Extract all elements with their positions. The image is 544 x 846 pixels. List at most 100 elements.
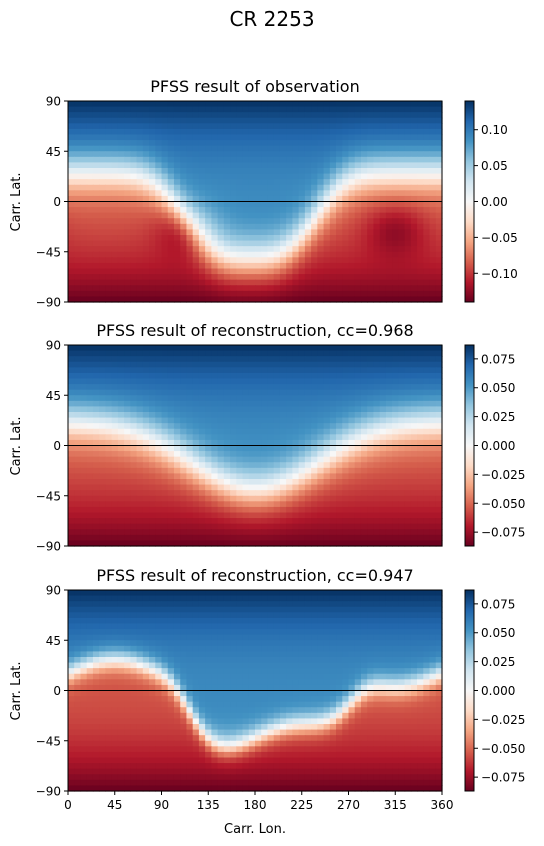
heatmap-cell [198, 428, 206, 435]
heatmap-cell [348, 612, 356, 619]
heatmap-cell [149, 296, 156, 303]
heatmap-cell [192, 640, 200, 647]
y-tick-label: −45 [36, 489, 61, 503]
heatmap-cell [317, 623, 325, 630]
heatmap-cell [279, 367, 287, 374]
heatmap-cell [286, 246, 293, 253]
heatmap-cell [86, 223, 94, 231]
heatmap-cell [410, 156, 418, 164]
heatmap-cell [167, 296, 175, 303]
heatmap-cell [367, 134, 375, 141]
heatmap-cell [255, 479, 262, 486]
heatmap-cell [404, 345, 412, 352]
heatmap-cell [255, 623, 262, 630]
heatmap-cell [161, 179, 169, 186]
heatmap-cell [248, 201, 256, 208]
heatmap-cell [173, 274, 181, 281]
heatmap-cell [248, 439, 256, 447]
heatmap-cell [211, 274, 219, 281]
heatmap-cell [286, 173, 293, 180]
heatmap-cell [198, 523, 206, 530]
heatmap-cell [286, 356, 293, 363]
heatmap-cell [279, 246, 287, 253]
heatmap-cell [130, 140, 138, 147]
heatmap-cell [348, 634, 356, 641]
heatmap-cell [329, 268, 337, 275]
heatmap-cell [404, 134, 412, 141]
heatmap-cell [304, 117, 312, 124]
heatmap-cell [136, 629, 144, 636]
heatmap-cell [273, 128, 281, 136]
heatmap-cell [298, 456, 306, 463]
heatmap-cell [385, 134, 393, 141]
heatmap-cell [255, 406, 262, 413]
heatmap-cell [286, 490, 293, 497]
heatmap-cell [273, 384, 281, 391]
heatmap-cell [173, 207, 181, 214]
heatmap-cell [261, 372, 269, 380]
heatmap-cell [373, 235, 381, 242]
heatmap-cell [136, 479, 144, 486]
heatmap-cell [348, 361, 356, 368]
heatmap-cell [286, 367, 293, 374]
heatmap-cell [105, 285, 113, 292]
heatmap-cell [167, 523, 175, 530]
heatmap-cell [404, 434, 412, 441]
heatmap-cell [354, 395, 362, 402]
heatmap-cell [186, 617, 194, 625]
heatmap-cell [317, 501, 325, 508]
heatmap-cell [292, 112, 300, 119]
heatmap-cell [311, 389, 318, 396]
heatmap-cell [435, 240, 443, 247]
heatmap-cell [236, 128, 244, 136]
heatmap-cell [410, 123, 418, 130]
heatmap-cell [435, 123, 443, 130]
heatmap-cell [304, 251, 312, 258]
heatmap-cell [74, 434, 82, 441]
heatmap-cell [323, 279, 331, 286]
heatmap-cell [111, 479, 119, 486]
heatmap-cell [273, 251, 281, 258]
heatmap-cell [435, 384, 443, 391]
heatmap-cell [267, 612, 275, 619]
heatmap-cell [230, 467, 237, 475]
heatmap-cell [298, 490, 306, 497]
heatmap-cell [286, 462, 293, 469]
heatmap-cell [404, 372, 412, 380]
heatmap-cell [167, 529, 175, 536]
heatmap-cell [336, 123, 343, 130]
heatmap-cell [155, 345, 163, 352]
heatmap-cell [136, 439, 144, 447]
heatmap-cell [429, 235, 437, 242]
heatmap-cell [417, 506, 424, 514]
heatmap-cell [124, 207, 131, 214]
heatmap-cell [255, 223, 262, 231]
heatmap-cell [136, 179, 144, 186]
heatmap-cell [423, 123, 431, 130]
heatmap-cell [86, 518, 94, 525]
heatmap-cell [223, 467, 231, 475]
heatmap-cell [286, 361, 293, 368]
heatmap-cell [385, 640, 393, 647]
heatmap-cell [373, 595, 381, 602]
heatmap-cell [105, 246, 113, 253]
heatmap-cell [142, 400, 150, 408]
heatmap-cell [130, 451, 138, 458]
heatmap-cell [161, 378, 169, 385]
heatmap-cell [155, 101, 163, 108]
heatmap-cell [360, 629, 368, 636]
heatmap-cell [117, 417, 125, 424]
heatmap-cell [398, 451, 406, 458]
heatmap-cell [242, 106, 250, 113]
heatmap-cell [273, 506, 281, 514]
heatmap-cell [360, 195, 368, 203]
heatmap-cell [292, 423, 300, 430]
heatmap-cell [379, 223, 387, 231]
heatmap-cell [267, 184, 275, 191]
heatmap-cell [329, 229, 337, 236]
heatmap-cell [379, 345, 387, 352]
heatmap-cell [124, 235, 131, 242]
heatmap-cell [142, 246, 150, 253]
heatmap-cell [298, 495, 306, 502]
heatmap-cell [373, 251, 381, 258]
